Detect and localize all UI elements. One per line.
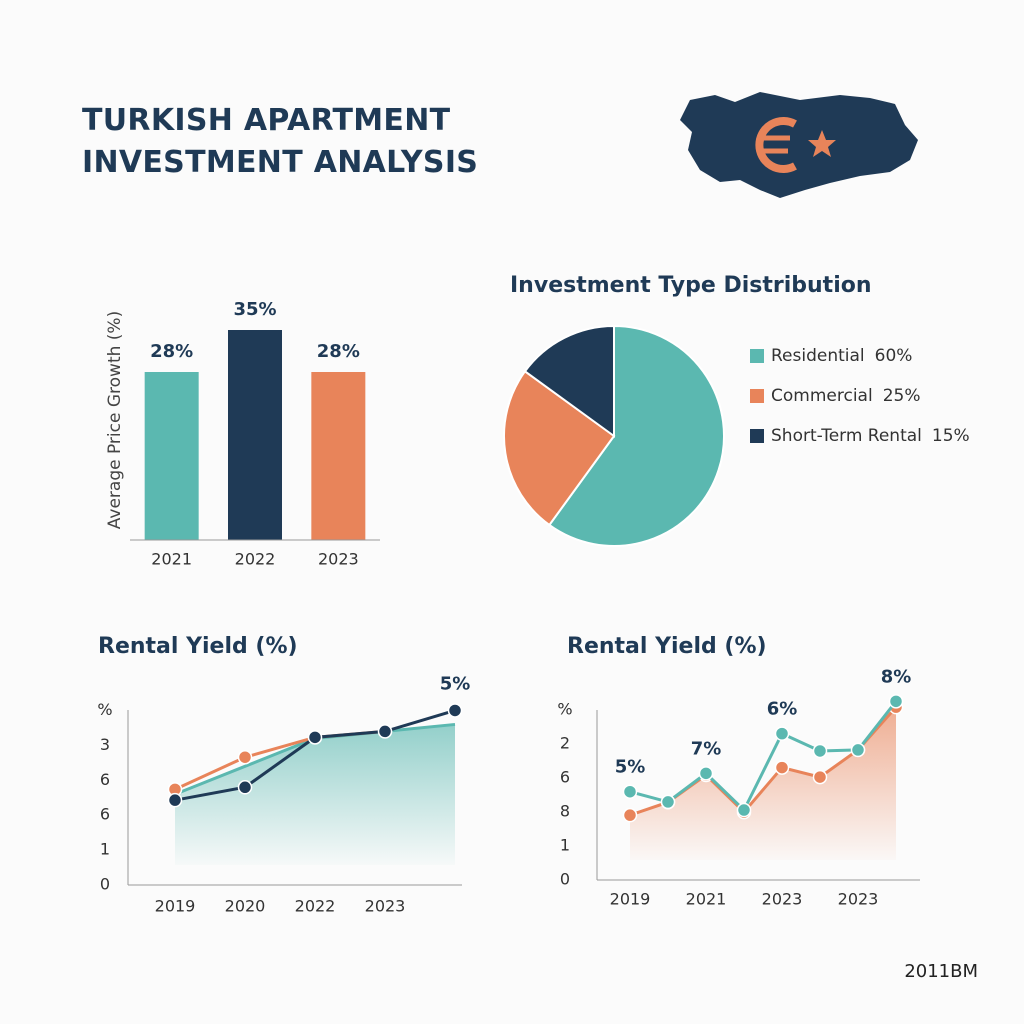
x-tick-label: 2020 (225, 897, 266, 916)
annotation: 8% (881, 666, 912, 687)
point (377, 724, 393, 739)
annotation: 6% (767, 699, 798, 720)
point (736, 802, 752, 818)
y-tick-label: % (97, 700, 112, 719)
point (660, 794, 676, 810)
point (622, 784, 638, 799)
annotation: 7% (691, 738, 722, 759)
legend-swatch (750, 389, 764, 403)
annotation: 5% (615, 757, 646, 778)
x-tick-label: 2021 (151, 550, 192, 569)
legend-swatch (750, 349, 764, 363)
point (167, 792, 183, 808)
y-tick-label: % (557, 700, 572, 719)
x-tick-label: 2022 (295, 897, 336, 916)
bar (228, 330, 282, 540)
legend-entry: Commercial 25% (771, 386, 920, 406)
point (622, 807, 638, 823)
y-tick-label: 0 (100, 875, 110, 894)
chart-title: Rental Yield (%) (98, 634, 298, 659)
y-tick-label: 1 (560, 836, 570, 855)
bar-value-label: 28% (150, 341, 193, 362)
legend-swatch (750, 429, 764, 443)
legend-value: 25% (883, 386, 921, 406)
pie-slice (523, 324, 615, 438)
point (237, 749, 253, 765)
point (307, 730, 323, 745)
x-tick-label: 2023 (365, 897, 406, 916)
legend-value: 60% (875, 346, 913, 366)
y-tick-label: 0 (560, 870, 570, 889)
area (175, 724, 455, 865)
x-tick-label: 2022 (235, 550, 276, 569)
y-tick-label: 6 (100, 770, 110, 789)
y-tick-label: 2 (560, 734, 570, 753)
map-icon (680, 92, 918, 198)
y-axis-label: Average Price Growth (%) (105, 311, 125, 529)
y-tick-label: 6 (560, 768, 570, 787)
point (812, 769, 828, 785)
y-tick-label: 8 (560, 802, 570, 821)
bar-value-label: 35% (233, 299, 276, 320)
bar (311, 372, 366, 540)
point (447, 703, 463, 718)
pie-slice (547, 324, 725, 547)
point (850, 742, 866, 758)
x-tick-label: 2023 (762, 890, 803, 909)
x-tick-label: 2019 (155, 897, 196, 916)
point (888, 694, 904, 709)
bar-value-label: 28% (317, 341, 360, 362)
page-title: TURKISH APARTMENT INVESTMENT ANALYSIS (82, 103, 479, 180)
legend-label: Short-Term Rental (771, 426, 922, 446)
point (698, 766, 714, 781)
legend-entry: Short-Term Rental 15% (771, 426, 970, 446)
y-tick-label: 1 (100, 840, 110, 859)
area (630, 707, 896, 860)
point (237, 780, 253, 795)
point (774, 760, 790, 775)
chart-title: Investment Type Distribution (510, 273, 872, 298)
point-label: 5% (440, 673, 471, 694)
y-tick-label: 6 (100, 805, 110, 824)
chart-title: Rental Yield (%) (567, 634, 767, 659)
y-tick-label: 3 (100, 735, 110, 754)
x-tick-label: 2023 (318, 550, 359, 569)
legend-entry: Residential 60% (771, 346, 912, 366)
footer: 2011BM (904, 961, 978, 982)
x-tick-label: 2019 (610, 890, 651, 909)
point (812, 743, 828, 759)
pie-slice (503, 369, 616, 527)
bar (144, 372, 199, 540)
x-tick-label: 2021 (686, 890, 727, 909)
point (774, 726, 790, 741)
legend-label: Residential (771, 346, 865, 366)
legend-label: Commercial (771, 386, 873, 406)
legend-value: 15% (932, 426, 970, 446)
x-tick-label: 2023 (838, 890, 879, 909)
